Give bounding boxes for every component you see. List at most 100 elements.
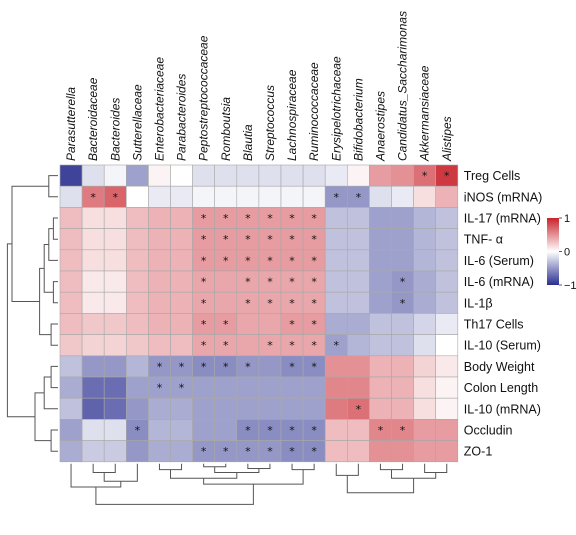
heatmap-cell xyxy=(324,207,348,229)
heatmap-cell xyxy=(103,228,127,251)
heatmap-cell xyxy=(148,291,171,314)
heatmap-cell xyxy=(148,228,171,251)
heatmap-cell xyxy=(59,228,83,251)
row-labels: Treg Cells iNOS (mRNA) IL-17 (mRNA) TNF- α I… xyxy=(464,169,542,459)
legend-tick-label: −1 xyxy=(564,280,576,292)
heatmap-cell xyxy=(148,207,171,229)
heatmap-cell xyxy=(236,334,260,357)
heatmap-cell xyxy=(170,419,193,441)
row-dendrogram xyxy=(6,175,58,452)
heatmap-cell xyxy=(302,376,326,399)
heatmap-cell xyxy=(148,249,171,272)
heatmap-cell xyxy=(302,397,326,420)
significance-star: * xyxy=(289,276,295,289)
heatmap-cell xyxy=(435,249,459,272)
significance-star: * xyxy=(289,297,295,310)
heatmap-cell xyxy=(192,185,216,208)
significance-star: * xyxy=(400,424,406,437)
heatmap-cell xyxy=(391,397,414,420)
heatmap-cell xyxy=(214,376,238,399)
heatmap-cell xyxy=(148,164,171,187)
heatmap-cell xyxy=(346,419,370,441)
significance-star: * xyxy=(400,276,406,289)
heatmap-cell xyxy=(148,440,171,463)
row-label: IL-10 (mRNA) xyxy=(464,402,541,416)
heatmap-cell xyxy=(214,164,238,187)
significance-star: * xyxy=(289,445,295,458)
heatmap-cell xyxy=(81,397,105,420)
heatmap-cell xyxy=(103,270,127,293)
heatmap-cell xyxy=(413,376,437,399)
significance-star: * xyxy=(223,254,229,267)
heatmap-cell xyxy=(148,397,171,420)
row-label: Occludin xyxy=(464,424,513,438)
heatmap-cell xyxy=(369,397,392,420)
significance-star: * xyxy=(311,424,317,437)
dendrogram-branch xyxy=(335,463,359,476)
heatmap-cell xyxy=(103,355,127,378)
heatmap-cell xyxy=(126,440,149,463)
heatmap-cell xyxy=(126,334,149,357)
dendrogram-branch xyxy=(92,463,116,473)
significance-star: * xyxy=(267,276,273,289)
significance-star: * xyxy=(245,424,251,437)
significance-star: * xyxy=(157,382,163,395)
heatmap-cell xyxy=(369,185,392,208)
heatmap-cell xyxy=(391,228,414,251)
heatmap-cell xyxy=(413,334,437,357)
heatmap-cell xyxy=(346,164,370,187)
heatmap-cell xyxy=(81,419,105,441)
significance-star: * xyxy=(356,191,362,204)
heatmap-cell xyxy=(258,376,282,399)
row-label: IL-1β xyxy=(464,296,493,310)
row-label: Body Weight xyxy=(464,360,535,374)
heatmap-cell xyxy=(59,313,83,335)
row-label: IL-6 (mRNA) xyxy=(464,275,534,289)
heatmap-cell xyxy=(103,207,127,229)
significance-star: * xyxy=(245,445,251,458)
heatmap-cell xyxy=(391,185,414,208)
column-label: Candidatus_Saccharimonas xyxy=(396,11,410,161)
significance-star: * xyxy=(311,254,317,267)
heatmap-cell xyxy=(258,313,282,335)
significance-star: * xyxy=(289,318,295,331)
heatmap-cell xyxy=(214,419,238,441)
significance-star: * xyxy=(245,254,251,267)
significance-star: * xyxy=(201,318,207,331)
dendrogram-branch xyxy=(203,463,227,468)
column-label: Blautia xyxy=(241,124,255,161)
heatmap-cell xyxy=(346,313,370,335)
row-label: TNF- α xyxy=(464,233,503,247)
heatmap-cell xyxy=(413,270,437,293)
column-label: Bifidobacterium xyxy=(351,78,365,161)
heatmap-cell xyxy=(59,207,83,229)
significance-star: * xyxy=(311,339,317,352)
heatmap-cell xyxy=(258,164,282,187)
dendrogram-branch xyxy=(52,217,58,240)
heatmap-cell xyxy=(126,291,149,314)
heatmap-cell xyxy=(258,185,282,208)
dendrogram-branch xyxy=(214,466,260,473)
row-label: IL-10 (Serum) xyxy=(464,339,541,353)
significance-star: * xyxy=(378,424,384,437)
heatmap-cell xyxy=(192,397,216,420)
dendrogram-branch xyxy=(50,429,58,452)
heatmap-cell xyxy=(369,164,392,187)
significance-star: * xyxy=(311,360,317,373)
heatmap-cell xyxy=(170,249,193,272)
heatmap-cell xyxy=(324,397,348,420)
heatmap-cell xyxy=(435,291,459,314)
heatmap-cell xyxy=(413,313,437,335)
legend-tick-label: 0 xyxy=(564,247,570,259)
heatmap-cell xyxy=(346,334,370,357)
significance-star: * xyxy=(113,191,119,204)
legend-tick-label: 1 xyxy=(564,213,570,225)
significance-star: * xyxy=(334,191,340,204)
column-label: Enterobacteriaceae xyxy=(152,57,166,161)
heatmap-cell xyxy=(369,270,392,293)
heatmap-cell xyxy=(324,270,348,293)
heatmap-cell xyxy=(435,397,459,420)
heatmap-cell xyxy=(391,355,414,378)
heatmap-cell xyxy=(413,291,437,314)
